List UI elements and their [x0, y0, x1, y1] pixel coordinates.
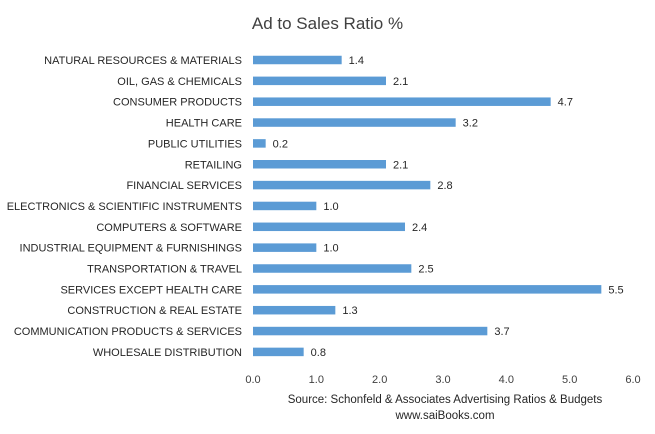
- bar: [253, 160, 386, 169]
- chart-title: Ad to Sales Ratio %: [252, 14, 403, 33]
- category-label: OIL, GAS & CHEMICALS: [117, 76, 242, 88]
- x-tick-label: 0.0: [245, 374, 260, 386]
- x-tick-label: 4.0: [499, 374, 514, 386]
- value-label: 0.8: [311, 347, 326, 359]
- x-tick-label: 6.0: [625, 374, 640, 386]
- source-text: Source: Schonfeld & Associates Advertisi…: [288, 394, 603, 406]
- category-label: COMPUTERS & SOFTWARE: [96, 222, 242, 234]
- value-label: 5.5: [608, 284, 623, 296]
- bar: [253, 285, 602, 294]
- bar: [253, 180, 431, 190]
- x-axis-ticks: 0.0 1.0 2.0 3.0 4.0 5.0 6.0: [245, 374, 640, 386]
- value-label: 1.4: [349, 55, 364, 67]
- value-label: 2.5: [418, 264, 433, 276]
- bar: [253, 326, 488, 336]
- bar: [253, 76, 386, 86]
- category-label: TRANSPORTATION & TRAVEL: [87, 264, 242, 276]
- bar: [253, 347, 304, 357]
- x-tick-label: 2.0: [372, 374, 387, 386]
- category-labels: NATURAL RESOURCES & MATERIALS OIL, GAS & …: [7, 55, 242, 359]
- bars: [253, 55, 602, 357]
- category-label: CONSTRUCTION & REAL ESTATE: [67, 305, 242, 317]
- category-label: COMMUNICATION PRODUCTS & SERVICES: [14, 326, 242, 338]
- bar: [253, 118, 456, 127]
- value-label: 2.1: [393, 159, 408, 171]
- x-tick-label: 5.0: [562, 374, 577, 386]
- value-labels: 1.4 2.1 4.7 3.2 0.2 2.1 2.8 1.0 2.4 1.0 2.5 5.5 1.3 3…: [273, 55, 624, 359]
- x-tick-label: 1.0: [309, 374, 324, 386]
- bar: [253, 305, 336, 315]
- value-label: 1.0: [323, 243, 338, 255]
- bar: [253, 222, 405, 232]
- category-label: HEALTH CARE: [166, 118, 242, 130]
- value-label: 3.7: [494, 326, 509, 338]
- bar: [253, 201, 317, 211]
- value-label: 2.1: [393, 76, 408, 88]
- value-label: 1.3: [342, 305, 357, 317]
- bar: [253, 264, 412, 273]
- category-label: NATURAL RESOURCES & MATERIALS: [44, 55, 242, 67]
- value-label: 2.8: [437, 180, 452, 192]
- x-tick-label: 3.0: [435, 374, 450, 386]
- bar: [253, 243, 317, 252]
- category-label: RETAILING: [185, 159, 242, 171]
- category-label: INDUSTRIAL EQUIPMENT & FURNISHINGS: [20, 243, 242, 255]
- category-label: CONSUMER PRODUCTS: [113, 97, 242, 109]
- category-label: WHOLESALE DISTRIBUTION: [93, 347, 242, 359]
- value-label: 3.2: [463, 118, 478, 130]
- category-label: SERVICES EXCEPT HEALTH CARE: [60, 284, 242, 296]
- source-url: www.saiBooks.com: [394, 410, 494, 422]
- category-label: ELECTRONICS & SCIENTIFIC INSTRUMENTS: [7, 201, 242, 213]
- value-label: 0.2: [273, 138, 288, 150]
- value-label: 4.7: [558, 97, 573, 109]
- category-label: PUBLIC UTILITIES: [148, 138, 242, 150]
- category-label: FINANCIAL SERVICES: [126, 180, 242, 192]
- bar: [253, 97, 551, 106]
- value-label: 1.0: [323, 201, 338, 213]
- bar: [253, 139, 266, 148]
- value-label: 2.4: [412, 222, 427, 234]
- bar: [253, 55, 342, 65]
